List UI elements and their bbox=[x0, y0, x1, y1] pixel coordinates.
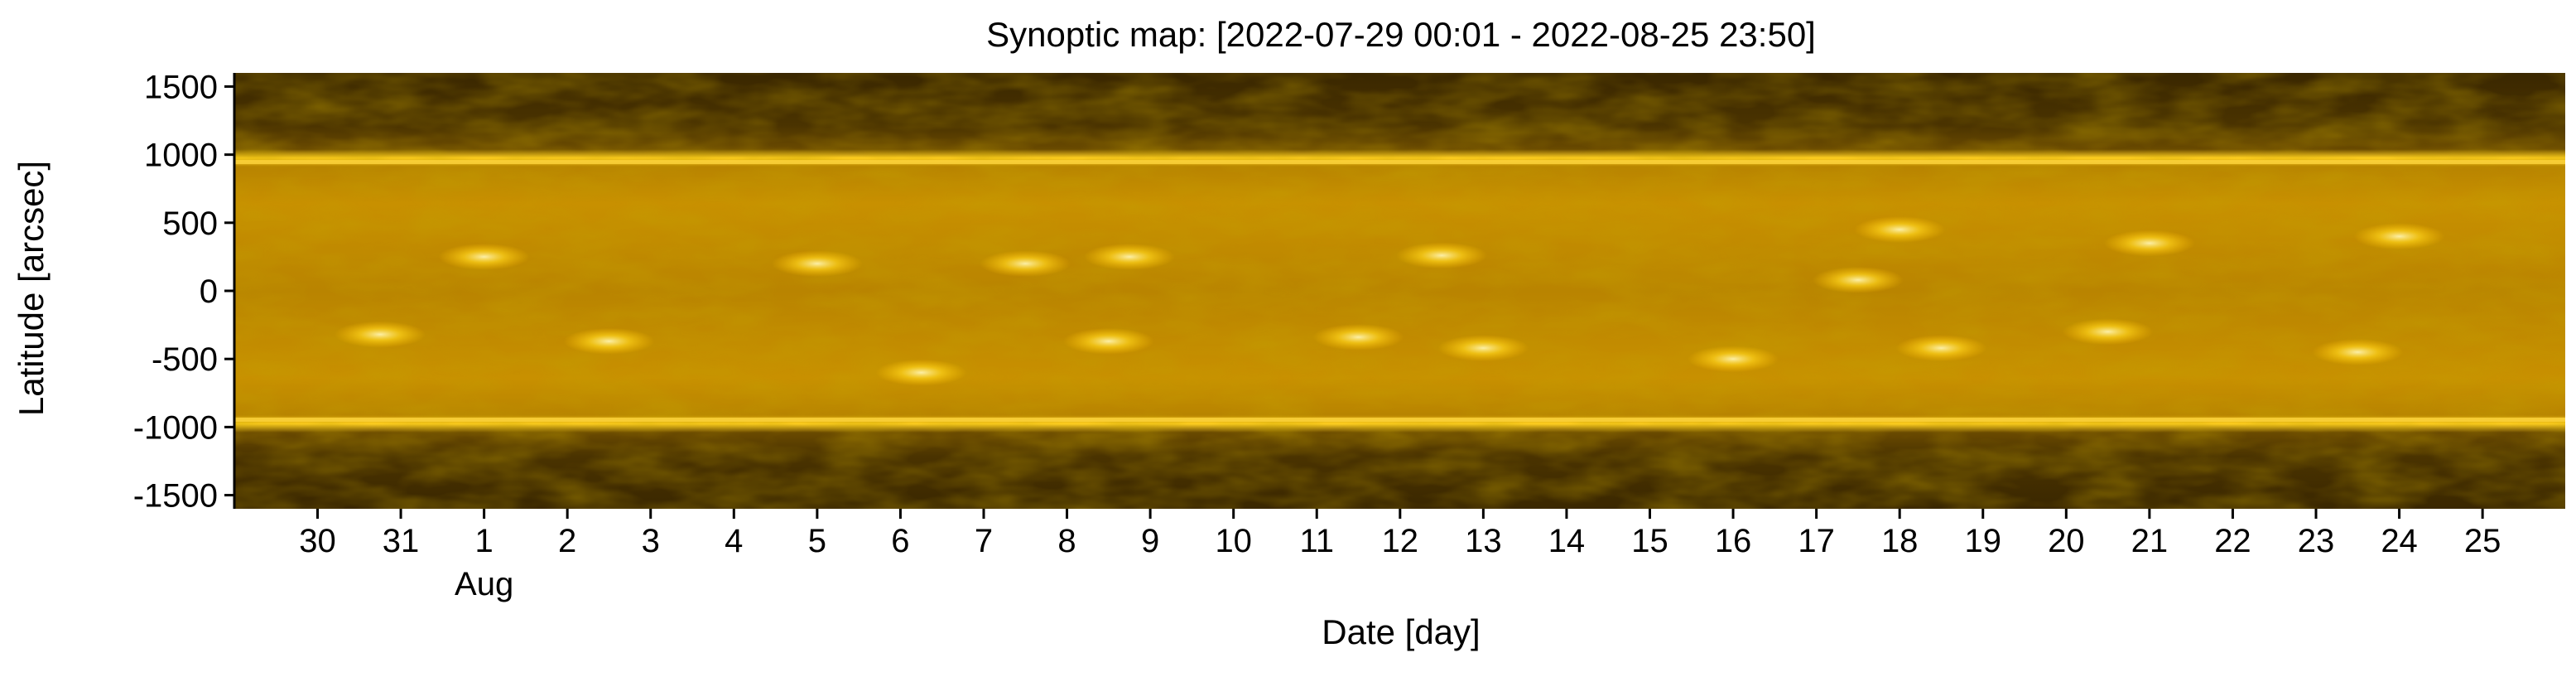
x-tick-label: 16 bbox=[1715, 523, 1752, 559]
active-region-13 bbox=[1854, 216, 1946, 244]
y-tick-label: -500 bbox=[152, 341, 218, 378]
active-region-16 bbox=[2103, 230, 2195, 257]
x-tick-label: 25 bbox=[2464, 523, 2501, 559]
x-tick-label: 13 bbox=[1465, 523, 1502, 559]
x-tick-label: 8 bbox=[1057, 523, 1076, 559]
active-region-5 bbox=[980, 250, 1071, 278]
x-tick-label: 31 bbox=[383, 523, 420, 559]
active-region-8 bbox=[1312, 323, 1404, 351]
x-tick-label: 6 bbox=[891, 523, 909, 559]
x-tick-label: 21 bbox=[2131, 523, 2169, 559]
active-region-1 bbox=[438, 243, 530, 270]
heatmap-texture bbox=[234, 73, 2565, 509]
x-tick-label: 4 bbox=[725, 523, 743, 559]
x-tick-label: 11 bbox=[1299, 523, 1334, 559]
x-tick-label: 17 bbox=[1798, 523, 1835, 559]
active-region-0 bbox=[334, 321, 426, 348]
x-tick-label: 18 bbox=[1881, 523, 1919, 559]
active-region-18 bbox=[2353, 223, 2445, 250]
x-tick-label: 23 bbox=[2298, 523, 2335, 559]
x-tick-label: 9 bbox=[1141, 523, 1159, 559]
y-axis-ticks: 1500 1000 500 0 -500 -1000 -1500 bbox=[133, 69, 234, 515]
plot-area bbox=[234, 73, 2565, 509]
active-region-2 bbox=[563, 327, 655, 355]
active-region-17 bbox=[2312, 338, 2404, 365]
active-region-3 bbox=[771, 250, 863, 278]
active-regions bbox=[334, 216, 2445, 386]
y-tick-label: -1500 bbox=[133, 478, 218, 515]
active-region-10 bbox=[1437, 335, 1529, 362]
y-tick-label: 1000 bbox=[144, 138, 218, 174]
solar-limb-lines bbox=[234, 160, 2565, 422]
y-axis-label: Latitude [arcsec] bbox=[12, 161, 51, 416]
chart-title: Synoptic map: [2022-07-29 00:01 - 2022-0… bbox=[986, 15, 1816, 54]
y-tick-label: 0 bbox=[200, 273, 218, 310]
active-region-12 bbox=[1812, 266, 1904, 293]
x-tick-sublabel: Aug bbox=[455, 566, 513, 602]
x-tick-label: 12 bbox=[1382, 523, 1419, 559]
y-tick-label: -1000 bbox=[133, 409, 218, 446]
active-region-15 bbox=[2062, 318, 2154, 346]
x-tick-label: 24 bbox=[2381, 523, 2418, 559]
x-tick-label: 5 bbox=[808, 523, 826, 559]
y-tick-label: 1500 bbox=[144, 69, 218, 105]
x-axis-label: Date [day] bbox=[1322, 612, 1480, 651]
active-region-4 bbox=[875, 359, 967, 386]
active-region-14 bbox=[1895, 335, 1987, 362]
x-tick-label: 19 bbox=[1965, 523, 2002, 559]
x-tick-label: 2 bbox=[558, 523, 576, 559]
x-tick-label: 10 bbox=[1215, 523, 1252, 559]
active-region-11 bbox=[1688, 346, 1779, 373]
x-tick-label: 7 bbox=[975, 523, 993, 559]
x-tick-label: 22 bbox=[2214, 523, 2251, 559]
x-tick-label: 15 bbox=[1631, 523, 1668, 559]
y-tick-label: 500 bbox=[162, 206, 218, 242]
x-tick-label: 1 bbox=[474, 523, 493, 559]
active-region-9 bbox=[1396, 242, 1488, 269]
x-tick-label: 30 bbox=[299, 523, 336, 559]
x-tick-label: 14 bbox=[1548, 523, 1586, 559]
active-region-6 bbox=[1083, 243, 1175, 270]
active-region-7 bbox=[1062, 327, 1154, 355]
x-tick-label: 20 bbox=[2048, 523, 2085, 559]
x-tick-label: 3 bbox=[642, 523, 660, 559]
